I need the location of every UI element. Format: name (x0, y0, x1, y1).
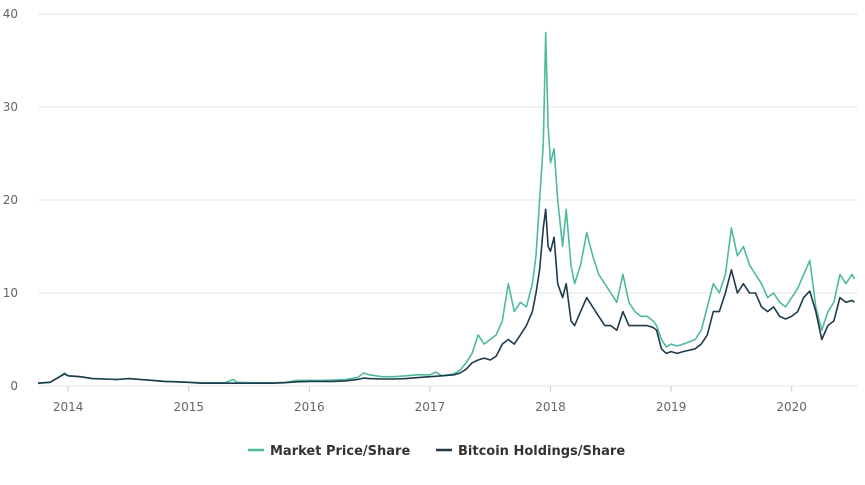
legend-label: Bitcoin Holdings/Share (458, 444, 625, 459)
x-tick-label: 2018 (535, 400, 566, 414)
x-tick-label: 2015 (173, 400, 204, 414)
x-tick-label: 2020 (776, 400, 807, 414)
market-price-series-line (37, 31, 856, 384)
y-tick-label: 40 (3, 7, 18, 21)
axes: 0 10 20 30 40 2014 2015 2016 2017 2018 2019 2020 (3, 7, 807, 414)
legend-label: Market Price/Share (270, 444, 410, 459)
grid-lines (38, 13, 858, 387)
legend-item-bitcoin-holdings[interactable]: Bitcoin Holdings/Share (436, 444, 625, 459)
y-tick-label: 30 (3, 100, 18, 114)
series-lines (37, 31, 856, 384)
y-tick-label: 20 (3, 193, 18, 207)
legend-item-market-price[interactable]: Market Price/Share (248, 444, 410, 459)
x-tick-label: 2019 (656, 400, 687, 414)
y-tick-label: 10 (3, 286, 18, 300)
bitcoin-holdings-series-line (37, 208, 855, 384)
x-tick-label: 2014 (53, 400, 84, 414)
legend[interactable]: Market Price/Share Bitcoin Holdings/Share (248, 444, 625, 459)
x-tick-label: 2017 (415, 400, 446, 414)
y-tick-label: 0 (10, 379, 18, 393)
x-tick-label: 2016 (294, 400, 325, 414)
